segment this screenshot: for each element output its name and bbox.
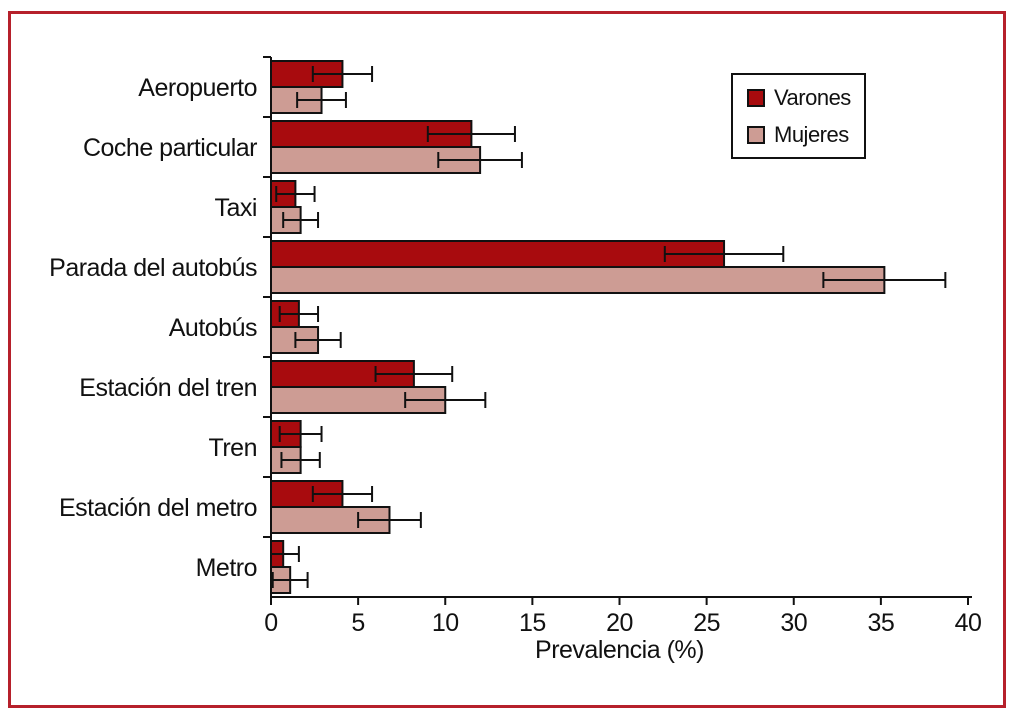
legend-item-mujeres: Mujeres <box>747 122 860 148</box>
category-label-4: Autobús <box>169 314 257 342</box>
x-tick-label-30: 30 <box>780 609 807 637</box>
bar-varones-3 <box>270 240 726 268</box>
x-tick-label-5: 5 <box>351 609 364 637</box>
category-label-0: Aeropuerto <box>138 74 257 102</box>
category-label-1: Coche particular <box>83 134 257 162</box>
varones-swatch-icon <box>747 88 765 107</box>
chart-frame <box>8 11 1006 708</box>
category-label-3: Parada del autobús <box>49 254 257 282</box>
category-label-8: Metro <box>196 554 257 582</box>
category-label-6: Tren <box>209 434 257 462</box>
mujeres-swatch-icon <box>747 125 765 144</box>
category-label-5: Estación del tren <box>79 374 257 402</box>
x-tick-label-25: 25 <box>693 609 720 637</box>
legend-label-varones: Varones <box>774 84 851 110</box>
x-axis-title: Prevalencia (%) <box>535 636 704 664</box>
x-tick-label-10: 10 <box>432 609 459 637</box>
x-tick-label-15: 15 <box>519 609 546 637</box>
x-tick-label-0: 0 <box>264 609 277 637</box>
category-label-7: Estación del metro <box>59 494 257 522</box>
category-label-2: Taxi <box>215 194 257 222</box>
legend: Varones Mujeres <box>731 73 866 159</box>
legend-label-mujeres: Mujeres <box>774 121 849 147</box>
x-tick-label-20: 20 <box>606 609 633 637</box>
legend-item-varones: Varones <box>747 85 860 111</box>
x-tick-label-35: 35 <box>867 609 894 637</box>
bar-mujeres-3 <box>270 266 886 294</box>
x-tick-label-40: 40 <box>955 609 982 637</box>
